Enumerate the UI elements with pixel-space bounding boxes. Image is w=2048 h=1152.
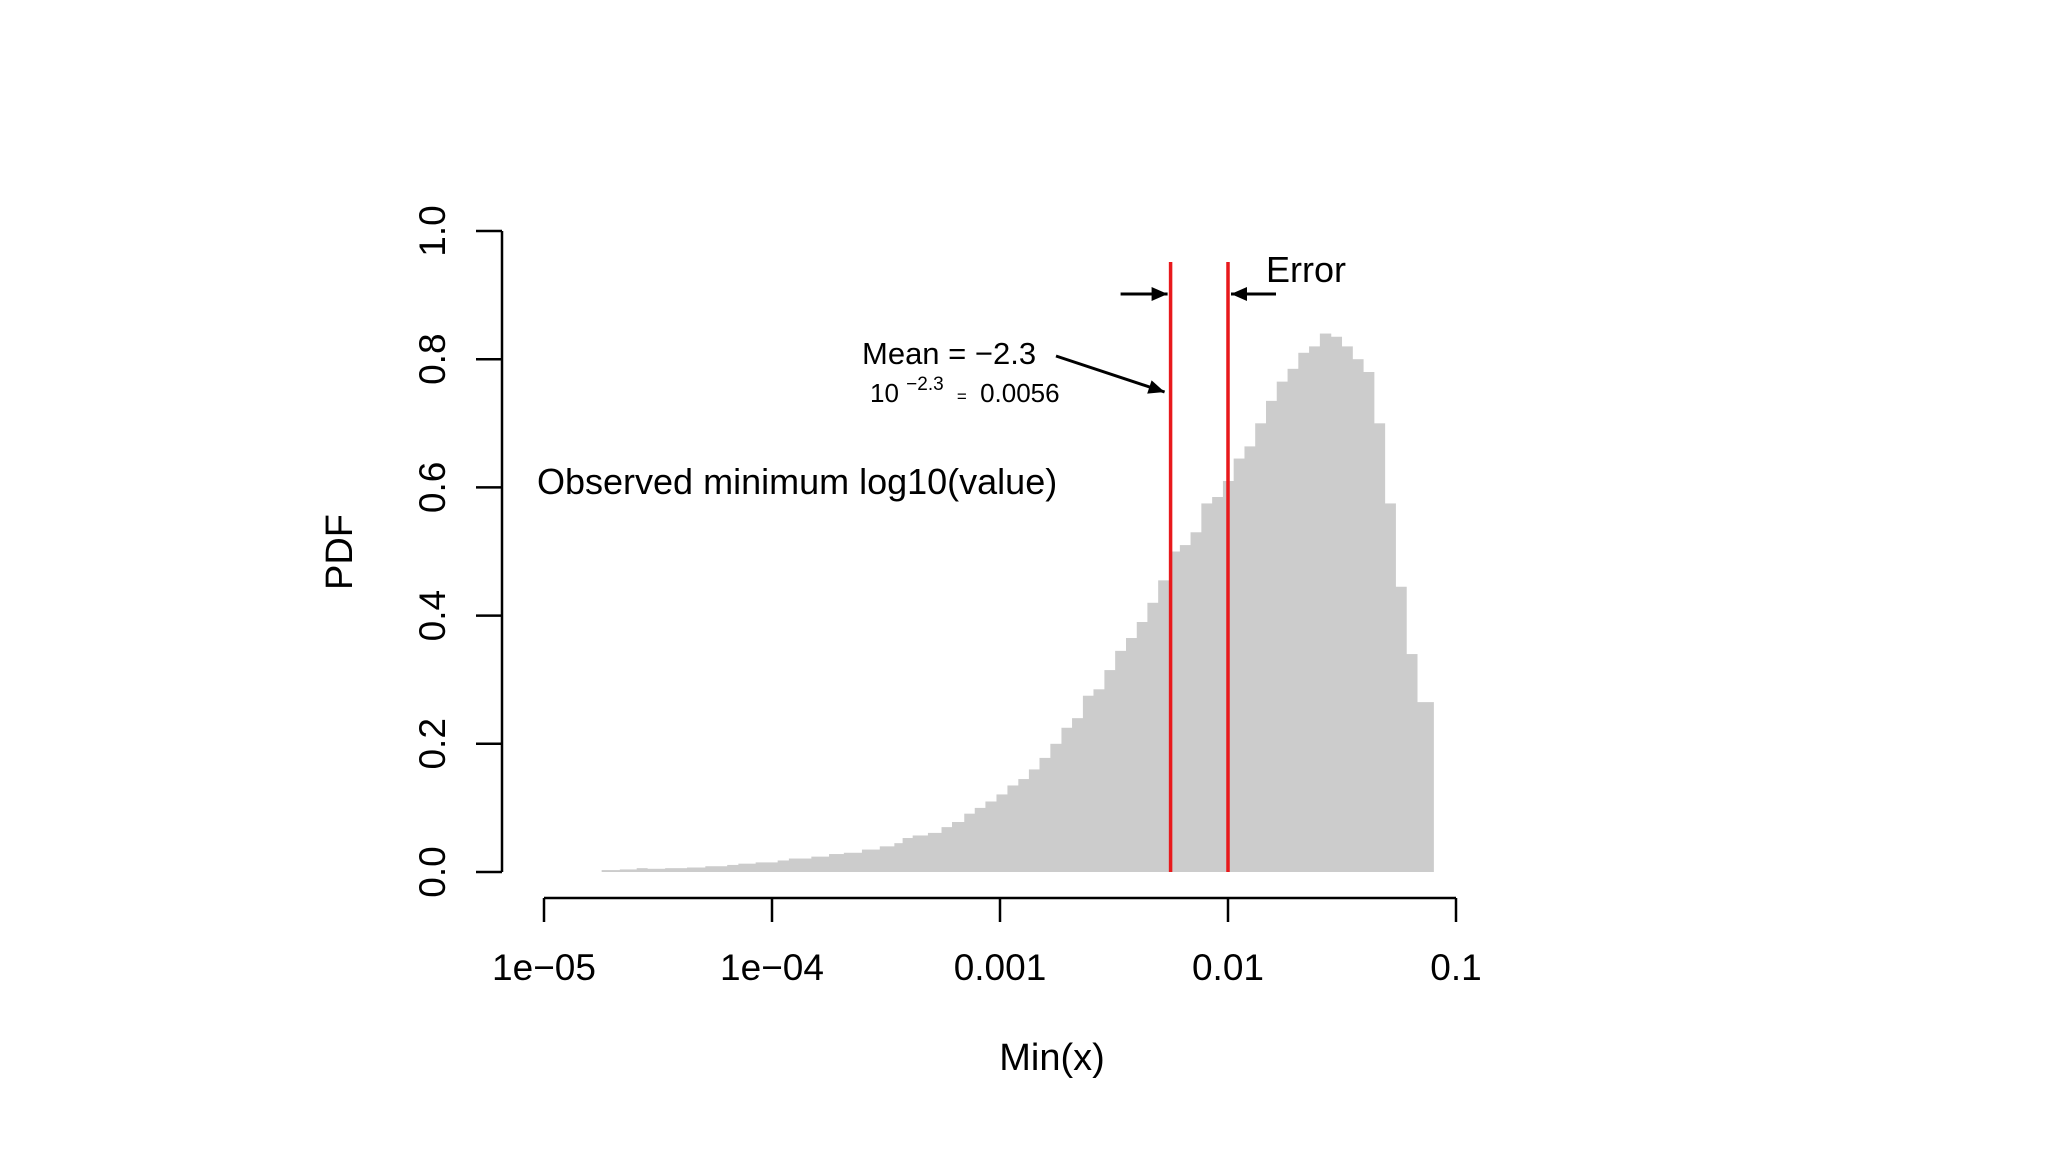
histogram-bar <box>1190 532 1202 872</box>
histogram-bar <box>964 813 976 872</box>
y-axis-title: PDF <box>319 514 361 590</box>
histogram-bar <box>1093 689 1105 872</box>
histogram-bar <box>1104 670 1116 872</box>
histogram-bar <box>619 869 638 872</box>
histogram-bar <box>1168 551 1181 872</box>
histogram-bar <box>1373 423 1386 872</box>
axes: 0.0 0.2 0.4 0.6 0.8 1.0 1e−05 1e−04 0.001 0.01 0.… <box>412 205 1482 988</box>
histogram-bar <box>687 867 706 872</box>
histogram-bar <box>941 827 953 872</box>
y-tick-label: 1.0 <box>412 205 453 256</box>
x-tick-label: 0.01 <box>1192 947 1264 988</box>
mean-label: Mean = −2.3 <box>862 336 1036 371</box>
left-error-arrow-head <box>1151 287 1168 301</box>
histogram-bar <box>912 835 929 872</box>
y-tick-label: 0.0 <box>412 846 453 897</box>
histogram-bar <box>601 870 621 872</box>
histogram-bar <box>1158 580 1170 872</box>
histogram-bar <box>811 856 830 872</box>
histogram-bar <box>861 849 881 872</box>
histogram-bar <box>647 868 666 872</box>
histogram-bar <box>952 822 965 872</box>
histogram-bar <box>1406 654 1418 872</box>
mean-arrow-head <box>1147 380 1165 394</box>
histogram-bar <box>1072 718 1084 872</box>
power-exponent: −2.3 <box>906 374 944 395</box>
histogram-bar <box>1147 602 1159 872</box>
histogram-bar <box>1244 446 1256 872</box>
power-base: 10 <box>870 378 899 408</box>
histogram-bar <box>788 858 812 872</box>
mean-arrow <box>1055 354 1166 394</box>
histogram-bar <box>1007 785 1019 872</box>
observed-minimum-label: Observed minimum log10(value) <box>537 461 1057 502</box>
reference-lines <box>1168 262 1230 872</box>
histogram-bar <box>1341 346 1353 872</box>
x-tick-label: 0.001 <box>954 947 1047 988</box>
y-tick-label: 0.8 <box>412 333 453 384</box>
histogram-bar <box>1384 503 1396 872</box>
histogram-bar <box>894 843 904 872</box>
y-axis-ticks: 0.0 0.2 0.4 0.6 0.8 1.0 <box>412 205 502 898</box>
histogram-bar <box>1416 702 1434 872</box>
x-axis-ticks: 1e−05 1e−04 0.001 0.01 0.1 <box>492 898 1482 988</box>
histogram-bar <box>829 854 845 872</box>
histogram-bar <box>665 868 688 872</box>
histogram-bar <box>1039 757 1051 872</box>
histogram-bar <box>777 860 790 872</box>
histogram-bar <box>727 864 739 872</box>
histogram-bars <box>601 333 1434 872</box>
right-error-arrow-head <box>1231 287 1247 301</box>
histogram-bar <box>1061 727 1073 872</box>
power-value: 0.0056 <box>980 378 1060 408</box>
histogram-bar <box>1115 650 1127 872</box>
histogram-bar <box>1395 586 1407 872</box>
histogram-bar <box>1136 622 1148 872</box>
histogram-bar <box>1309 346 1321 872</box>
y-tick-label: 0.2 <box>412 718 453 769</box>
histogram-bar <box>1028 769 1041 872</box>
y-tick-label: 0.4 <box>412 590 453 641</box>
histogram-bar <box>738 863 757 872</box>
histogram-bar <box>1319 333 1332 872</box>
histogram-bar <box>636 868 648 872</box>
histogram-bar <box>927 832 943 872</box>
histogram-bar <box>974 807 987 872</box>
histogram-bar <box>1287 368 1299 872</box>
histogram-bar <box>755 862 779 872</box>
x-tick-label: 1e−05 <box>492 947 596 988</box>
histogram-bar <box>1179 545 1192 872</box>
error-arrows <box>1055 287 1276 394</box>
x-axis-title: Min(x) <box>999 1037 1105 1079</box>
error-label: Error <box>1266 249 1346 290</box>
histogram-bar <box>705 866 728 872</box>
annotations: Observed minimum log10(value) Error Mean… <box>537 249 1346 502</box>
x-tick-label: 0.1 <box>1430 947 1481 988</box>
x-tick-label: 1e−04 <box>720 947 824 988</box>
histogram-bar <box>1255 423 1267 872</box>
histogram-bar <box>1018 779 1030 872</box>
histogram-bar <box>843 852 863 872</box>
y-tick-label: 0.6 <box>412 462 453 513</box>
histogram-bar <box>879 846 895 872</box>
histogram-bar <box>1126 638 1138 872</box>
histogram-bar <box>1266 400 1278 872</box>
histogram-bar <box>996 794 1009 872</box>
histogram-bar <box>902 838 914 872</box>
histogram-bar <box>1298 352 1310 872</box>
power-equals: = <box>957 387 967 406</box>
histogram-bar <box>1201 503 1213 872</box>
histogram-bar <box>1276 381 1289 872</box>
histogram-bar <box>1362 372 1375 872</box>
histogram-bar <box>1082 695 1095 872</box>
histogram-bar <box>1330 336 1343 872</box>
mean-power-label: 10 −2.3 = 0.0056 <box>870 366 1060 408</box>
histogram-bar <box>1212 497 1224 872</box>
histogram-bar <box>1050 743 1063 872</box>
histogram-bar <box>1352 359 1364 872</box>
histogram-bar <box>985 801 998 872</box>
histogram-bar <box>1233 458 1246 872</box>
